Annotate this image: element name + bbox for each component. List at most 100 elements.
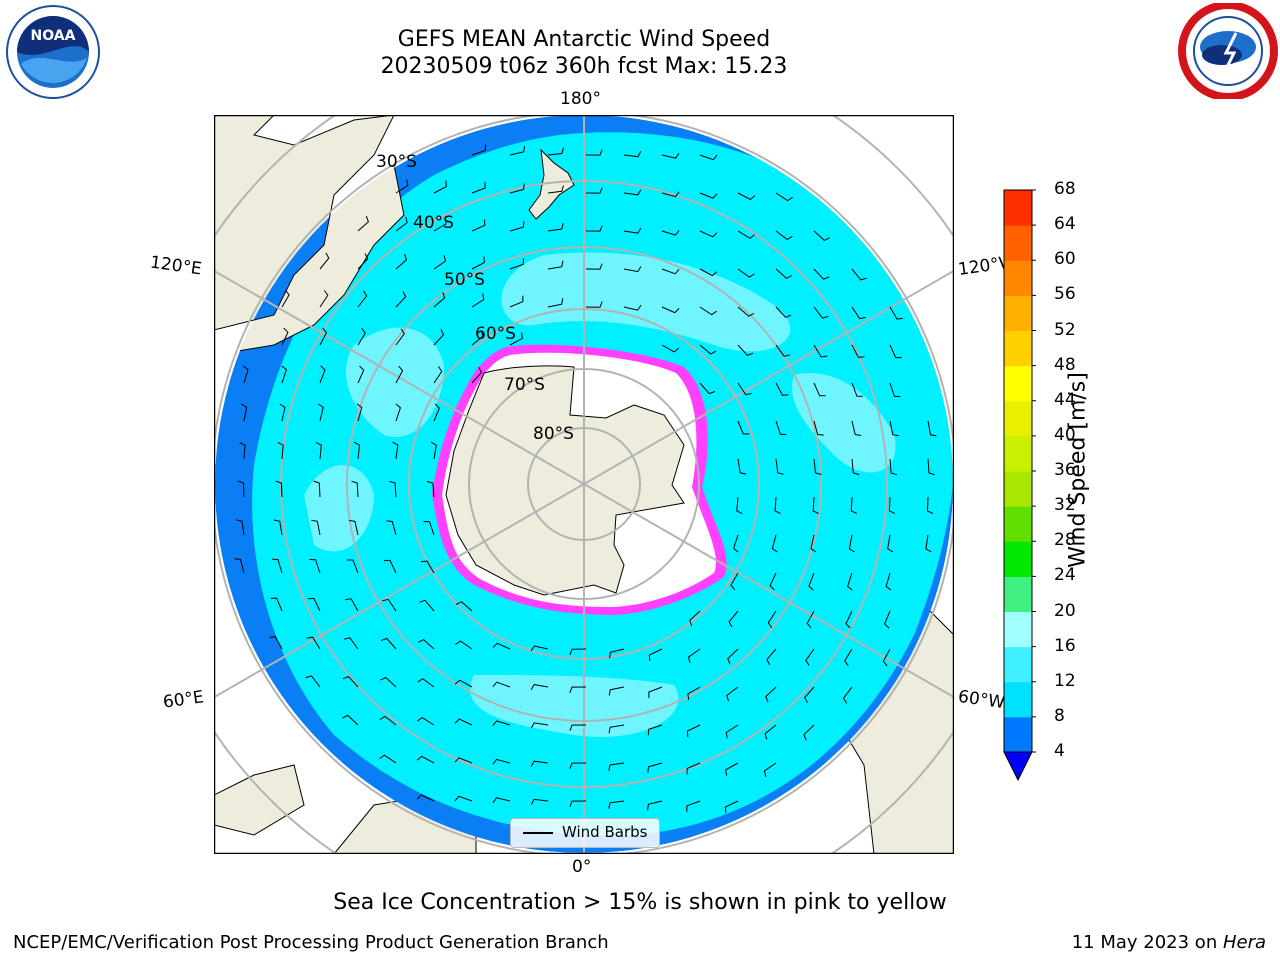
wind-barb [737, 268, 755, 278]
wind-barb [454, 679, 473, 688]
wind-barb [569, 686, 587, 693]
wind-barb [699, 382, 715, 395]
wind-barb [433, 292, 446, 308]
wind-barb [386, 520, 397, 536]
wind-barb [357, 290, 368, 308]
wind-barb [492, 797, 511, 804]
wind-barb [306, 636, 321, 650]
wind-barb [281, 289, 290, 308]
wind-barb [623, 227, 642, 234]
wind-barb [492, 758, 511, 765]
wind-barb [357, 215, 369, 232]
wind-barb [433, 403, 440, 422]
wind-barb [806, 610, 815, 629]
wind-barb [884, 610, 891, 629]
graticule [214, 115, 954, 854]
wind-barb [379, 754, 397, 764]
colorbar-segment [1004, 435, 1032, 472]
wind-barb [608, 686, 625, 696]
wind-barb [661, 344, 680, 353]
colorbar-segment [1004, 646, 1032, 683]
lat-label-60s: 60°S [475, 324, 516, 344]
legend-label: Wind Barbs [562, 823, 648, 841]
wind-barb [648, 648, 663, 662]
wind-barb [764, 724, 777, 740]
wind-barb [307, 597, 321, 612]
lat-label-30s: 30°S [376, 152, 417, 172]
wind-barb [281, 365, 287, 384]
wind-barb [736, 496, 743, 515]
wind-barb [885, 572, 892, 591]
wind-barb [433, 255, 447, 270]
wind-barb [661, 230, 680, 236]
wind-barb [530, 722, 549, 729]
wind-barb [687, 648, 701, 664]
wind-barb [569, 724, 587, 731]
wind-barb [416, 794, 435, 802]
wind-barb [281, 327, 289, 346]
wind-barb [342, 714, 359, 726]
wind-barb [889, 458, 898, 476]
wind-barb [648, 686, 663, 698]
wind-barb [737, 382, 752, 396]
wind-barb [471, 293, 485, 308]
wind-barb [509, 332, 523, 346]
wind-barb [311, 519, 321, 536]
wind-barb [426, 480, 435, 498]
wind-barb [530, 760, 549, 767]
wind-barb [471, 182, 486, 194]
wind-barb [775, 344, 791, 357]
wind-barb [492, 642, 511, 650]
wind-barb [319, 365, 326, 384]
wind-barb [813, 306, 829, 319]
wind-barb [771, 534, 778, 553]
colorbar-segment [1004, 190, 1032, 226]
madagascar-land [214, 764, 305, 836]
wind-barb [315, 441, 322, 460]
wind-barb [623, 189, 642, 196]
wind-barb [766, 648, 777, 666]
wind-barb [737, 458, 747, 475]
wind-barb [272, 558, 283, 574]
colorbar-tick-label: 28 [1054, 530, 1076, 551]
new-zealand-land [528, 148, 575, 220]
wind-barb [851, 344, 865, 358]
lat-label-70s: 70°S [504, 375, 545, 395]
wind-barb [357, 365, 365, 384]
wind-barb [343, 637, 359, 650]
wind-barb [417, 716, 435, 726]
colorbar-segment [1004, 471, 1032, 507]
wind-barb [882, 648, 891, 667]
wind-barb [433, 329, 445, 346]
sea-ice-note: Sea Ice Concentration > 15% is shown in … [333, 890, 947, 915]
colorbar-tick-label: 48 [1054, 354, 1076, 375]
wind-barb [926, 496, 934, 514]
wind-barb [380, 676, 397, 688]
lat-label-50s: 50°S [444, 270, 485, 290]
noaa-logo-icon: NOAA [6, 5, 100, 99]
wind-barb [346, 559, 359, 574]
wind-barb [686, 800, 701, 812]
colorbar-segment [1004, 225, 1032, 261]
wind-barb [395, 365, 404, 384]
wind-barb [810, 534, 817, 553]
wind-barb [813, 382, 826, 397]
wind-barb [357, 328, 366, 346]
colorbar-tick-label: 44 [1054, 389, 1076, 410]
wind-barb [767, 610, 777, 628]
colorbar-under-arrow [1003, 751, 1033, 782]
wind-barb [925, 534, 932, 553]
lat-label-80s: 80°S [533, 424, 574, 444]
wind-barb [725, 724, 739, 739]
wind-barb [547, 260, 564, 270]
wind-barb [623, 304, 642, 311]
wind-barb [813, 344, 828, 358]
wind-barb [345, 598, 359, 612]
wind-barb [348, 520, 359, 536]
wind-barb [471, 330, 484, 346]
wind-barb [273, 519, 283, 536]
wind-barb [547, 147, 564, 156]
wind-barb [433, 217, 447, 232]
wind-barb [379, 715, 397, 726]
colorbar-segment [1004, 295, 1032, 331]
